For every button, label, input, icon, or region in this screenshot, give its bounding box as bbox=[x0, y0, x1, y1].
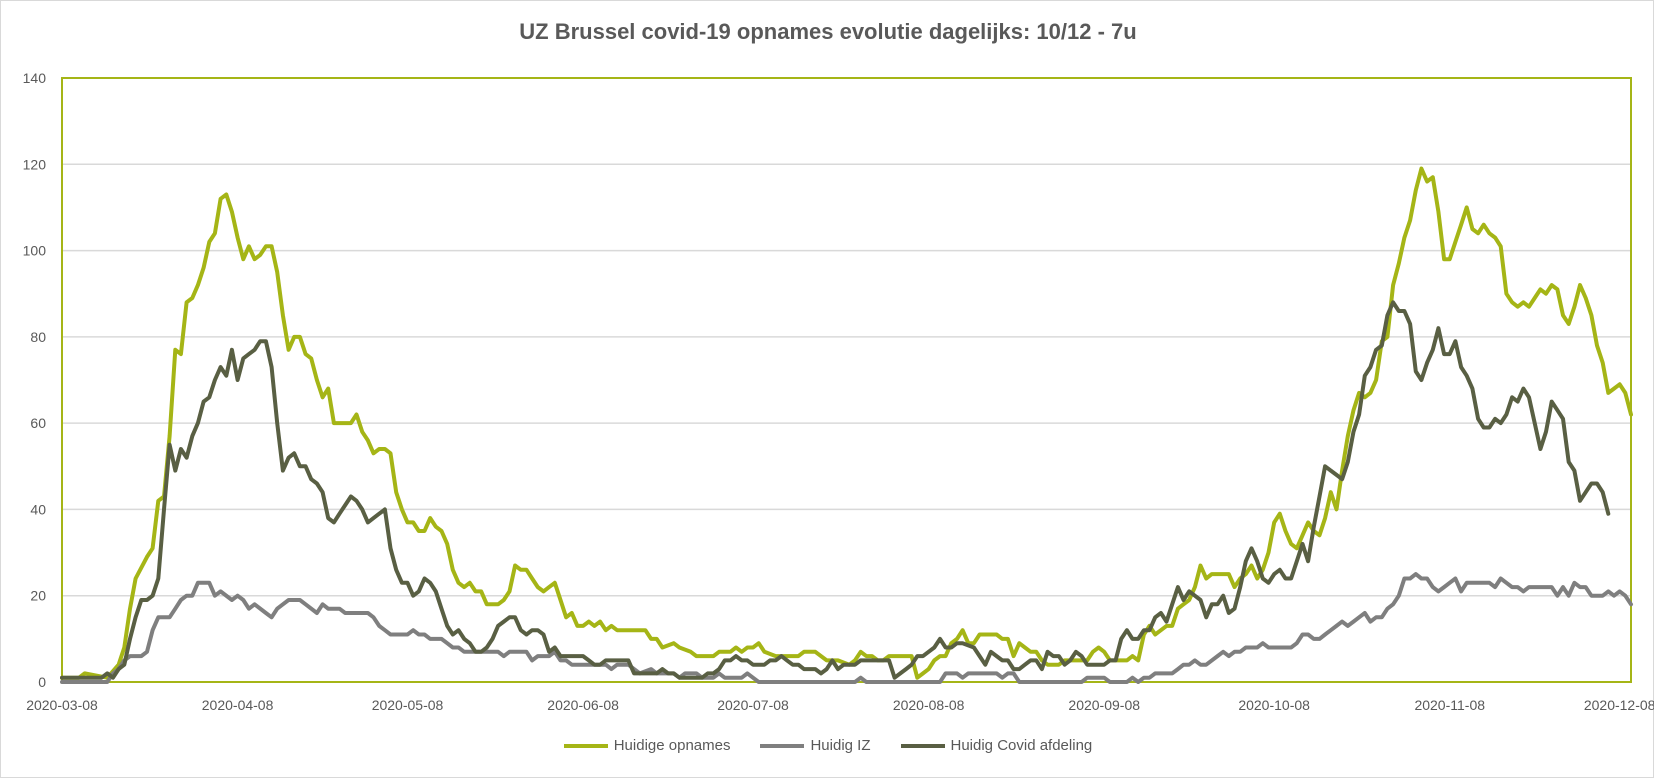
legend-item: Huidig IZ bbox=[760, 737, 871, 754]
legend-item: Huidig Covid afdeling bbox=[900, 737, 1093, 754]
x-tick-label: 2020-05-08 bbox=[372, 697, 444, 713]
legend-label: Huidige opnames bbox=[613, 737, 731, 754]
chart-title: UZ Brussel covid-19 opnames evolutie dag… bbox=[519, 19, 1137, 44]
x-tick-label: 2020-11-08 bbox=[1414, 697, 1485, 713]
legend-swatch bbox=[563, 743, 608, 748]
y-tick-label: 100 bbox=[23, 243, 47, 259]
y-tick-label: 40 bbox=[30, 501, 46, 517]
y-tick-label: 0 bbox=[38, 674, 46, 690]
y-tick-label: 120 bbox=[23, 156, 47, 172]
legend-label: Huidig Covid afdeling bbox=[950, 737, 1093, 754]
y-axis: 0 20 40 60 80 100 120 140 bbox=[23, 70, 47, 690]
x-tick-label: 2020-04-08 bbox=[202, 697, 274, 713]
legend-label: Huidig IZ bbox=[810, 737, 871, 754]
legend: Huidige opnames Huidig IZ Huidig Covid afd… bbox=[1, 737, 1654, 754]
y-tick-label: 20 bbox=[30, 588, 46, 604]
legend-item: Huidige opnames bbox=[563, 737, 731, 754]
series-line-0 bbox=[60, 166, 1633, 680]
plot-area-frame bbox=[61, 77, 1632, 683]
x-tick-label: 2020-10-08 bbox=[1238, 697, 1310, 713]
x-tick-label: 2020-03-08 bbox=[26, 697, 98, 713]
y-tick-label: 60 bbox=[30, 415, 46, 431]
x-tick-label: 2020-08-08 bbox=[893, 697, 965, 713]
legend-swatch bbox=[900, 743, 945, 748]
series-lines bbox=[60, 166, 1633, 684]
x-tick-label: 2020-06-08 bbox=[547, 697, 619, 713]
series-line-2 bbox=[60, 300, 1611, 680]
x-tick-label: 2020-12-08 bbox=[1584, 697, 1654, 713]
legend-swatch bbox=[760, 743, 805, 748]
series-line-1 bbox=[60, 572, 1633, 684]
x-axis: 2020-03-08 2020-04-08 2020-05-08 2020-06-08… bbox=[26, 697, 1654, 713]
y-tick-label: 80 bbox=[30, 329, 46, 345]
gridlines bbox=[62, 163, 1631, 597]
x-tick-label: 2020-09-08 bbox=[1068, 697, 1140, 713]
x-tick-label: 2020-07-08 bbox=[717, 697, 789, 713]
y-tick-label: 140 bbox=[23, 70, 47, 86]
